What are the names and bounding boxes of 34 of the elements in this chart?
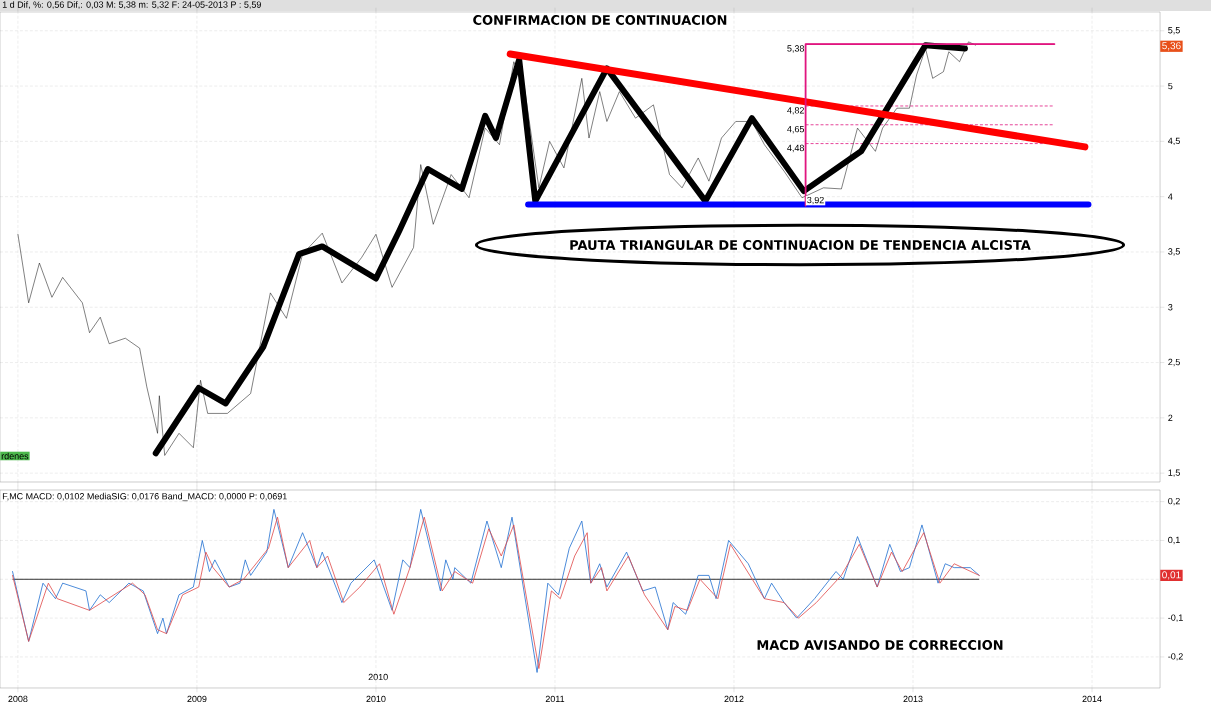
annotation: 0,01	[1162, 571, 1181, 580]
y-tick-label: 5	[1168, 82, 1173, 90]
x-tick-label: 2009	[187, 695, 207, 703]
annotation: CONFIRMACION DE CONTINUACION	[473, 15, 727, 25]
x-tick-label: 2013	[903, 695, 923, 703]
y-tick-label: 4	[1168, 193, 1173, 200]
x-tick-label: 2008	[8, 695, 28, 703]
y-tick-label: 2	[1168, 414, 1173, 421]
x-tick-label: 2014	[1082, 695, 1102, 703]
y-tick-label: 3	[1168, 304, 1173, 311]
y-tick-label: 2,5	[1168, 358, 1180, 367]
y-tick-label: 5,5	[1168, 27, 1180, 35]
y-tick-label: -0,1	[1168, 614, 1183, 622]
y-tick-label: 0,1	[1168, 536, 1180, 545]
annotation: 3,92	[807, 196, 824, 205]
y-tick-label: 4,5	[1168, 137, 1180, 146]
annotation: 2010	[368, 673, 388, 681]
x-tick-label: 2011	[545, 695, 565, 703]
annotation: MACD AVISANDO DE CORRECCION	[757, 640, 1003, 650]
ref-line-label: 5,38	[787, 45, 804, 53]
ref-line-label: 4,48	[787, 144, 804, 153]
annotation: rdenes	[1, 452, 29, 460]
x-tick-label: 2012	[724, 695, 744, 703]
ref-line-label: 4,65	[787, 125, 805, 134]
y-tick-label: 3,5	[1168, 248, 1180, 256]
chart-title: 1 d Dif, %: 0,56 Dif,: 0,03 M: 5,38 m: 5,32 F: 24-05-2013 P : 5,59	[2, 1, 261, 9]
annotation: 5,36	[1162, 42, 1181, 51]
x-tick-label: 2010	[366, 695, 386, 703]
ref-line-label: 4,82	[787, 107, 804, 115]
y-tick-label: 1,5	[1168, 469, 1180, 477]
y-tick-label: -0,2	[1168, 653, 1183, 661]
annotation: PAUTA TRIANGULAR DE CONTINUACION DE TENDENCIA ALCISTA	[570, 240, 1031, 250]
chart-title: F,MC MACD: 0,0102 MediaSIG: 0,0176 Band_MACD: 0,0000 P: 0,0691	[2, 492, 287, 502]
y-tick-label: 0,2	[1168, 497, 1180, 506]
